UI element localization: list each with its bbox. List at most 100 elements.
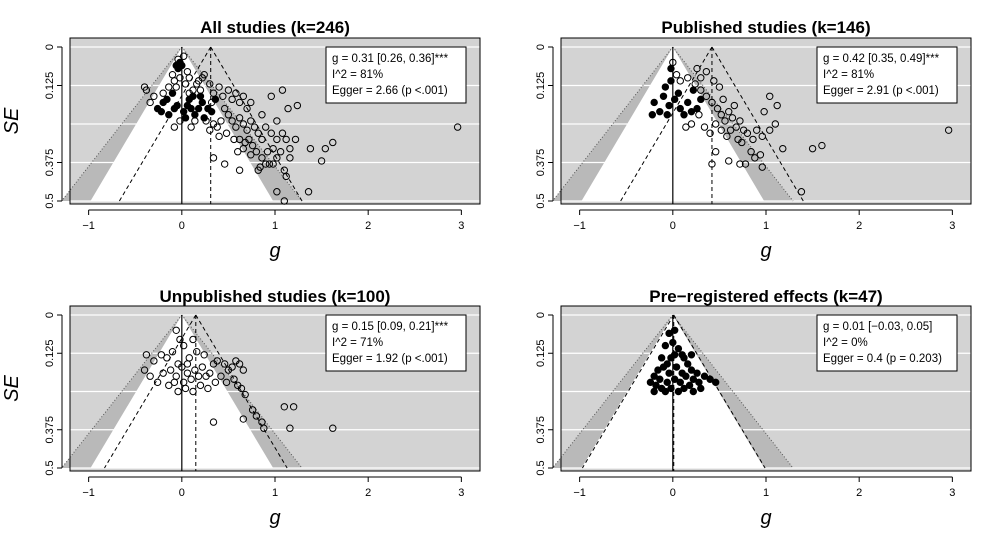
data-point-filled <box>665 329 673 338</box>
data-point-open <box>273 188 281 196</box>
data-point-open <box>773 101 781 110</box>
stats-line: Egger = 0.4 (p = 0.203) <box>823 353 942 365</box>
data-point-filled <box>650 387 658 396</box>
data-point-open <box>239 144 248 153</box>
y-tick-label: 0 <box>535 44 547 50</box>
data-point-open <box>278 129 287 137</box>
y-tick-label: 0.375 <box>44 149 56 177</box>
data-point-open <box>728 114 737 122</box>
data-point-open <box>273 135 281 144</box>
data-point-open <box>219 92 227 100</box>
x-tick-label: 3 <box>949 487 955 499</box>
x-tick-label: −1 <box>573 220 586 232</box>
funnel-edge-left <box>61 314 183 469</box>
estimate-ci-right <box>711 46 804 202</box>
data-point-open <box>684 74 692 82</box>
data-point-open <box>687 120 696 128</box>
data-point-open <box>220 160 229 168</box>
stats-box <box>816 46 958 104</box>
data-point-open <box>206 126 214 134</box>
funnel-edge-left <box>61 46 183 202</box>
data-point-open <box>239 120 248 128</box>
data-point-filled <box>650 98 658 107</box>
data-point-open <box>779 144 787 153</box>
data-point-open <box>213 357 221 365</box>
y-tick-label: 0.375 <box>535 416 547 444</box>
data-point-open <box>725 107 733 116</box>
data-point-open <box>209 89 218 97</box>
data-point-open <box>286 144 294 153</box>
data-point-open <box>329 138 337 147</box>
data-point-open <box>217 372 225 380</box>
data-point-open <box>306 144 315 153</box>
data-point-filled <box>670 95 679 104</box>
data-point-open <box>234 148 242 156</box>
data-point-open <box>711 120 720 128</box>
data-point-filled <box>196 92 205 100</box>
data-point-open <box>239 92 248 100</box>
data-point-open <box>194 372 203 380</box>
data-point-open <box>691 80 699 88</box>
data-point-filled <box>697 384 705 393</box>
data-point-open <box>254 129 262 137</box>
data-point-filled <box>168 89 177 97</box>
data-point-open <box>695 111 703 119</box>
data-point-open <box>187 375 195 383</box>
data-point-open <box>697 86 705 94</box>
data-point-filled <box>187 104 195 113</box>
stats-line: g = 0.01 [−0.03, 0.05] <box>823 321 932 333</box>
panel-title: Pre−registered effects (k=47) <box>649 287 882 306</box>
x-tick-label: 1 <box>272 220 278 232</box>
data-point-open <box>293 101 302 110</box>
data-point-open <box>713 104 722 113</box>
data-point-open <box>191 366 199 374</box>
data-point-open <box>207 98 216 107</box>
stats-line: I^2 = 81% <box>823 69 874 81</box>
data-point-open <box>153 378 162 387</box>
data-point-open <box>702 92 711 100</box>
data-point-open <box>252 148 261 156</box>
data-point-open <box>228 117 236 125</box>
data-point-open <box>261 160 270 168</box>
data-point-open <box>258 111 266 119</box>
data-point-open <box>239 415 248 423</box>
data-point-open <box>304 188 313 196</box>
data-point-open <box>944 126 953 134</box>
data-point-open <box>202 117 210 125</box>
data-point-open <box>224 111 233 119</box>
stats-line: Egger = 2.91 (p <.001) <box>823 85 939 97</box>
data-point-open <box>732 123 740 131</box>
data-point-open <box>261 123 270 131</box>
data-point-open <box>269 144 277 153</box>
data-point-open <box>185 89 193 97</box>
data-point-open <box>247 151 255 159</box>
data-point-filled <box>695 378 703 387</box>
data-point-filled <box>670 375 679 383</box>
x-tick-label: 0 <box>179 220 185 232</box>
data-point-open <box>276 148 285 156</box>
data-point-filled <box>670 351 679 359</box>
x-tick-label: 2 <box>856 220 862 232</box>
data-point-filled <box>693 104 701 113</box>
estimate-ci-left <box>118 46 212 202</box>
data-point-filled <box>646 378 655 387</box>
data-point-open <box>222 378 231 387</box>
x-tick-label: 3 <box>458 487 464 499</box>
data-point-open <box>170 378 179 387</box>
x-tick-label: 2 <box>365 487 371 499</box>
data-point-filled <box>185 95 193 104</box>
data-point-open <box>693 64 701 73</box>
data-point-filled <box>697 95 705 104</box>
data-point-filled <box>656 107 664 116</box>
data-point-open <box>235 135 244 144</box>
y-tick-label: 0.375 <box>535 149 547 177</box>
data-point-open <box>176 335 184 344</box>
x-tick-label: −1 <box>573 487 586 499</box>
data-point-filled <box>181 114 190 122</box>
stats-line: Egger = 2.66 (p <.001) <box>332 85 448 97</box>
data-point-open <box>269 160 277 168</box>
stats-line: g = 0.15 [0.09, 0.21]*** <box>332 321 449 333</box>
data-point-filled <box>676 104 684 113</box>
data-point-open <box>267 129 275 137</box>
data-point-open <box>165 83 173 91</box>
